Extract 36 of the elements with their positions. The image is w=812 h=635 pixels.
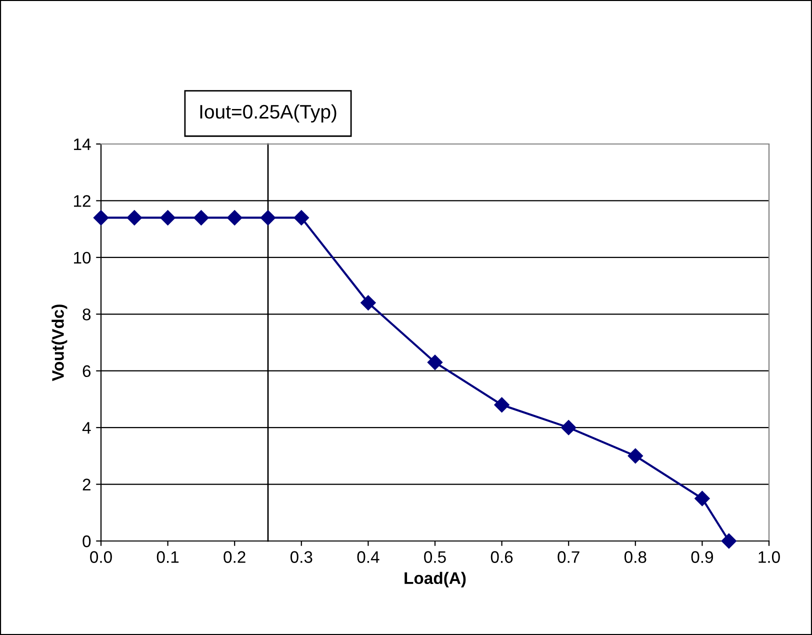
y-tick-label: 0 (82, 535, 91, 548)
point (561, 420, 576, 436)
x-tick-label: 0.6 (490, 551, 513, 563)
point (126, 210, 142, 226)
y-tick-label: 4 (82, 422, 91, 434)
point (260, 210, 276, 226)
point (721, 533, 736, 549)
point (694, 490, 710, 506)
x-axis-title: Load(A) (404, 572, 466, 588)
y-axis-title: Vout(Vdc) (52, 304, 68, 382)
x-tick-label: 0.1 (156, 551, 179, 563)
point (194, 210, 209, 226)
x-tick-label: 1.0 (758, 551, 780, 563)
point (294, 210, 309, 226)
y-tick-label: 2 (82, 478, 90, 490)
x-tick-label: 0.9 (691, 551, 713, 563)
x-tick-label: 0.7 (558, 551, 580, 563)
x-tick-label: 0.3 (290, 551, 312, 563)
point (93, 210, 109, 226)
point (160, 210, 176, 226)
y-tick-label: 12 (74, 195, 90, 207)
ref-line-label: Iout=0.25A(Typ) (200, 104, 336, 123)
point (427, 354, 443, 370)
x-tick-label: 0.4 (357, 551, 380, 563)
x-tick-label: 0.2 (224, 551, 246, 563)
y-tick-label: 8 (82, 308, 91, 320)
point (494, 397, 510, 412)
y-tick-label: 6 (82, 365, 91, 378)
point (628, 448, 643, 464)
y-tick-label: 10 (74, 252, 91, 264)
x-tick-label: 0.5 (424, 551, 446, 563)
y-tick-label: 14 (74, 138, 91, 150)
point (227, 210, 242, 226)
point (360, 295, 376, 310)
x-tick-label: 0.8 (624, 551, 646, 563)
x-tick-label: 0.0 (90, 551, 112, 563)
